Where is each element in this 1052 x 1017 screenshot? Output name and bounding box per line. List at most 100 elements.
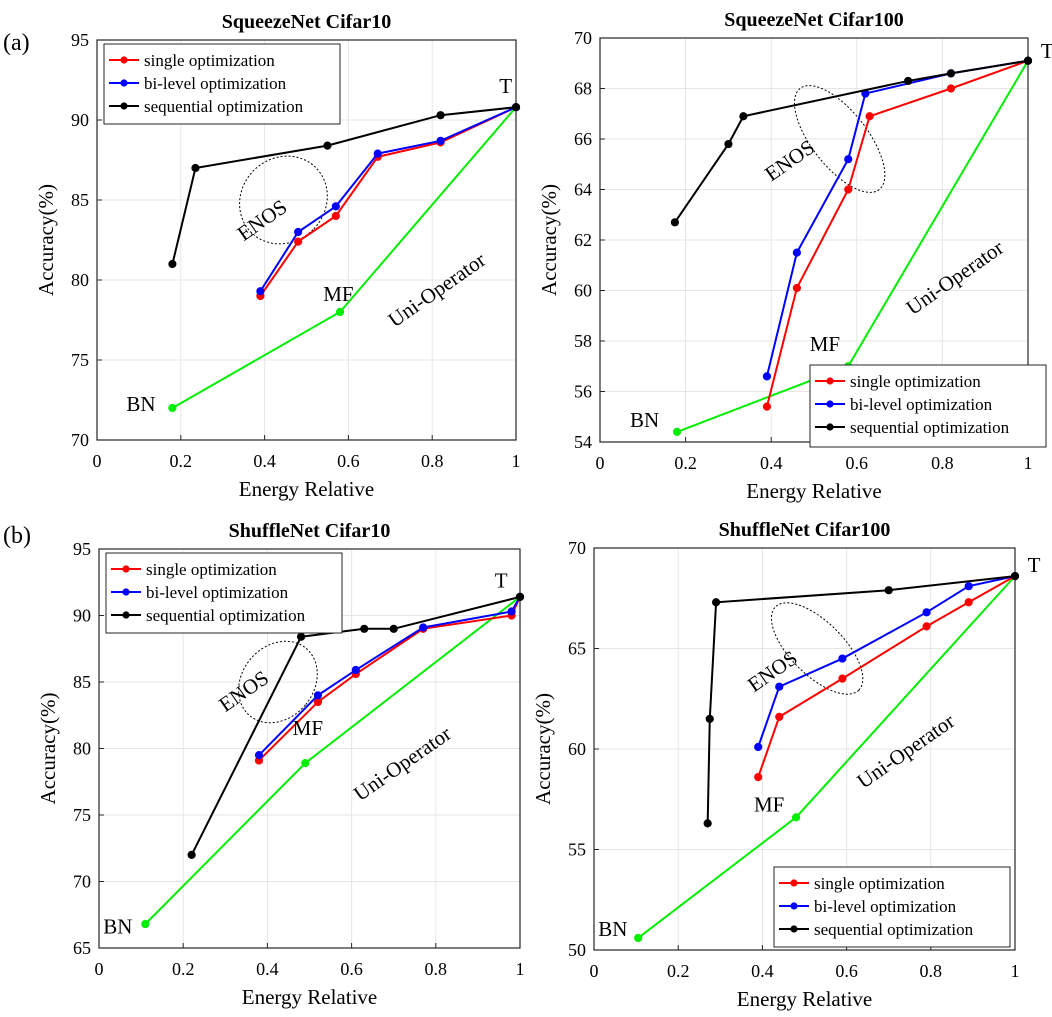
data-point-uni-operator: [515, 592, 525, 601]
data-point-sequential-optimization: [904, 76, 913, 86]
data-point-single-optimization: [754, 773, 763, 782]
annotation-enos: ENOS: [233, 195, 292, 246]
data-point-single-optimization: [254, 756, 264, 765]
series-line-bi-level-optimization: [258, 596, 521, 756]
annotation-uni-operator: Uni-Operator: [384, 248, 490, 333]
x-axis-label: Energy Relative: [239, 477, 375, 501]
legend-swatch-marker: [790, 879, 798, 887]
enos-ellipse: [239, 155, 328, 245]
series-line-sequential-optimization: [674, 59, 1029, 223]
annotation-bn: BN: [103, 914, 132, 938]
enos-ellipse: [238, 640, 318, 724]
data-point-sequential-optimization: [436, 111, 445, 120]
data-point-bi-level-optimization: [507, 607, 516, 616]
y-tick-label: 62: [574, 230, 592, 250]
data-point-sequential-optimization: [389, 624, 398, 633]
x-axis-label: Energy Relative: [737, 987, 873, 1011]
data-point-sequential-optimization: [191, 163, 200, 173]
data-point-bi-level-optimization: [331, 202, 340, 211]
y-tick-label: 64: [574, 180, 592, 200]
y-tick-label: 58: [574, 331, 592, 351]
data-point-bi-level-optimization: [1010, 572, 1020, 581]
x-tick-label: 0.8: [920, 961, 943, 981]
plot-frame: [96, 39, 517, 441]
y-tick-label: 95: [73, 539, 91, 559]
data-point-bi-level-optimization: [838, 654, 847, 663]
data-point-uni-operator: [1023, 56, 1033, 65]
y-tick-label: 54: [574, 432, 592, 452]
data-point-single-optimization: [515, 592, 525, 601]
y-tick-label: 90: [71, 110, 89, 130]
chart-title: ShuffleNet Cifar10: [229, 520, 391, 542]
data-point-bi-level-optimization: [294, 227, 303, 237]
legend-box: [809, 364, 1047, 448]
x-tick-label: 0: [596, 453, 605, 473]
y-tick-label: 68: [574, 79, 592, 99]
x-tick-label: 0.6: [835, 961, 858, 981]
plot-frame: [593, 547, 1016, 951]
annotation-mf: MF: [323, 282, 353, 306]
series-line-sequential-optimization: [171, 106, 517, 265]
y-tick-label: 70: [574, 28, 592, 48]
x-tick-label: 0.2: [674, 453, 697, 473]
legend-swatch-marker: [120, 56, 128, 64]
annotation-uni-operator: Uni-Operator: [349, 721, 455, 806]
annotation-bn: BN: [598, 917, 627, 941]
data-point-single-optimization: [838, 674, 847, 683]
data-point-bi-level-optimization: [754, 742, 763, 752]
series-line-uni-operator: [637, 575, 1016, 939]
data-point-single-optimization: [256, 291, 265, 301]
data-point-bi-level-optimization: [922, 608, 931, 617]
y-tick-label: 65: [568, 639, 586, 659]
data-point-sequential-optimization: [711, 598, 721, 607]
legend-swatch-marker: [826, 423, 834, 431]
data-point-bi-level-optimization: [775, 682, 784, 691]
legend-label: single optimization: [814, 874, 945, 893]
enos-ellipse: [770, 602, 864, 695]
data-point-sequential-optimization: [511, 103, 521, 112]
y-tick-label: 70: [71, 430, 89, 450]
legend-label: sequential optimization: [146, 606, 306, 625]
data-point-sequential-optimization: [515, 592, 525, 601]
plot-frame: [599, 37, 1029, 443]
data-point-single-optimization: [844, 185, 853, 194]
data-point-uni-operator: [844, 362, 853, 371]
x-tick-label: 0.4: [751, 961, 774, 981]
legend-label: sequential optimization: [850, 418, 1010, 437]
y-axis-label: Accuracy(%): [36, 693, 60, 805]
data-point-sequential-optimization: [323, 141, 332, 150]
legend-label: single optimization: [146, 560, 277, 579]
data-point-sequential-optimization: [1023, 56, 1033, 65]
data-point-single-optimization: [1023, 56, 1033, 65]
y-tick-label: 85: [71, 190, 89, 210]
legend-swatch-marker: [790, 902, 798, 910]
annotation-mf: MF: [293, 716, 323, 740]
data-point-sequential-optimization: [739, 112, 748, 121]
series-line-single-optimization: [259, 106, 517, 297]
legend-swatch-marker: [120, 102, 128, 110]
y-tick-label: 50: [568, 940, 586, 960]
series-line-uni-operator: [676, 60, 1029, 433]
x-tick-label: 0.8: [421, 451, 444, 471]
annotation-enos: ENOS: [214, 666, 273, 717]
x-tick-label: 0.6: [340, 959, 363, 979]
panel-label-a: (a): [3, 30, 30, 56]
data-point-uni-operator: [511, 103, 521, 112]
data-point-single-optimization: [436, 138, 445, 147]
annotation-uni-operator: Uni-Operator: [902, 235, 1008, 320]
series-line-bi-level-optimization: [765, 59, 1029, 377]
x-axis-label: Energy Relative: [746, 479, 882, 503]
y-axis-label: Accuracy(%): [34, 184, 58, 296]
data-point-single-optimization: [1010, 572, 1020, 581]
x-tick-label: 0.4: [760, 453, 783, 473]
data-point-sequential-optimization: [187, 850, 196, 860]
legend-swatch-marker: [122, 565, 130, 573]
series-line-bi-level-optimization: [259, 106, 517, 292]
legend-box: [103, 43, 341, 125]
y-tick-label: 80: [71, 270, 89, 290]
data-point-single-optimization: [922, 622, 931, 631]
legend-swatch-marker: [826, 377, 834, 385]
